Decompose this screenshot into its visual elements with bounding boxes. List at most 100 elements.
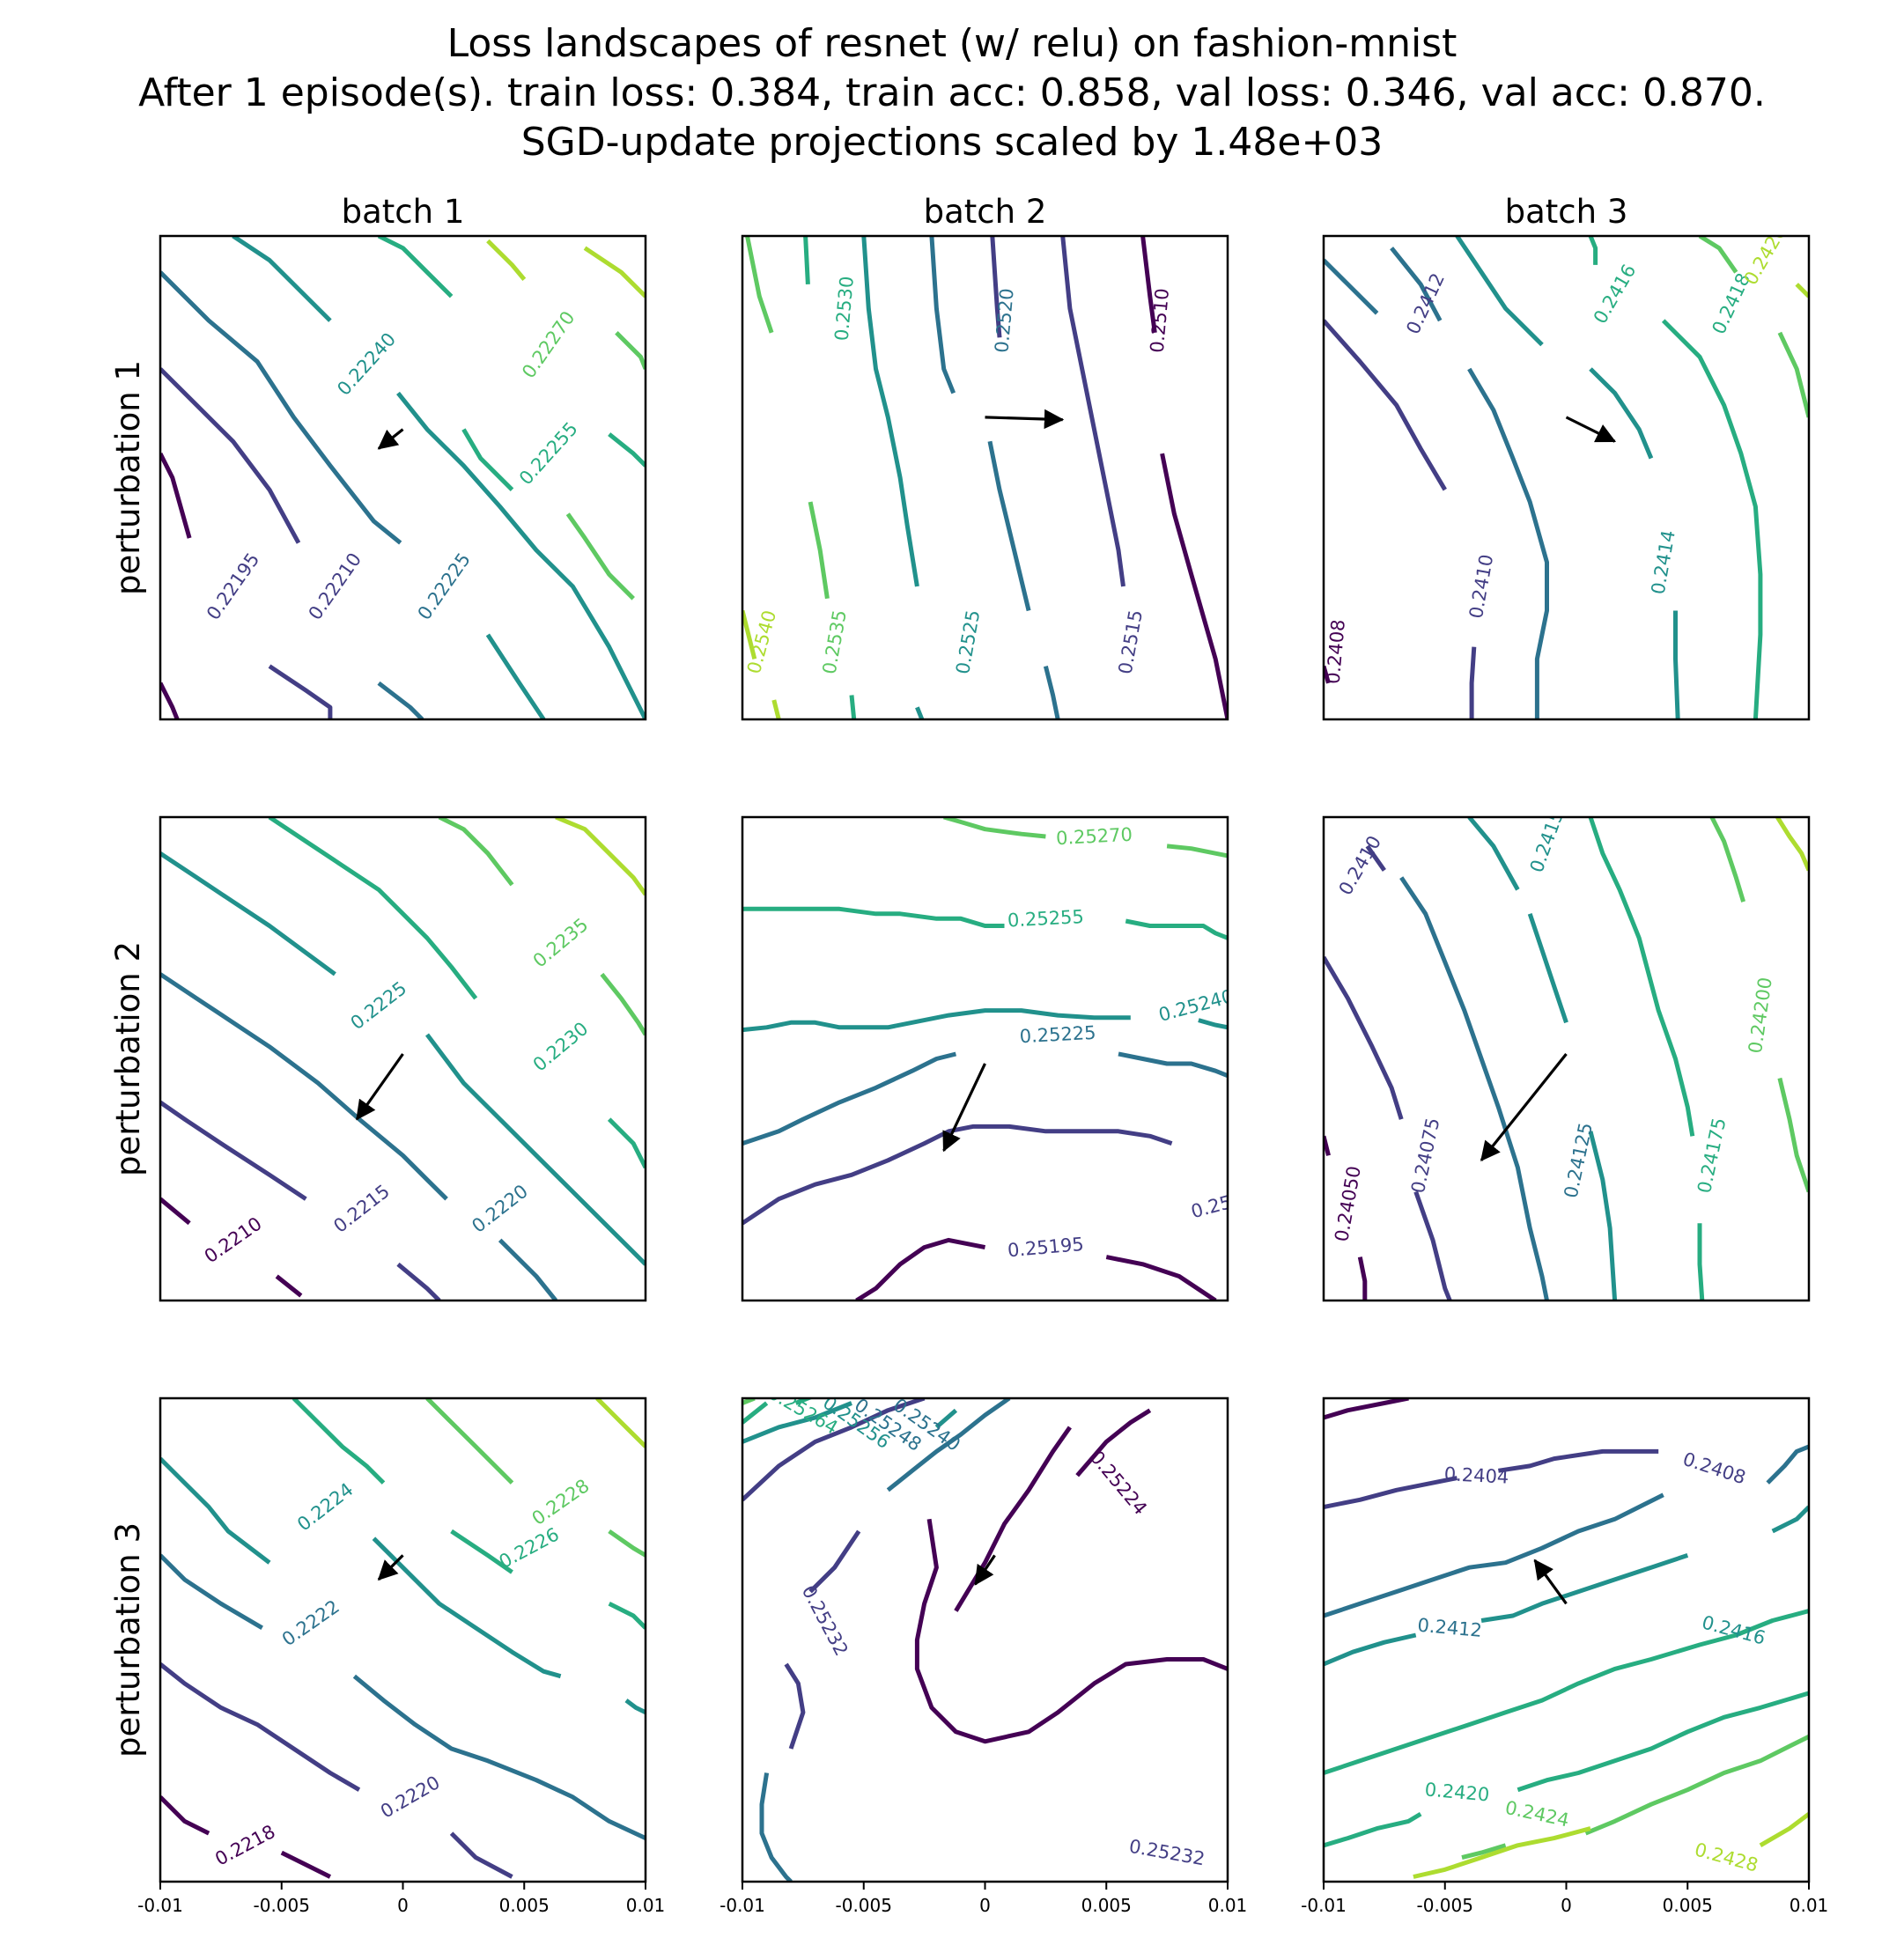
contour-label: 0.25232 — [1127, 1836, 1207, 1870]
panel-plot-area: 0.25195 0.2521 0.25225 0.25240 0.25255 0.2527… — [742, 817, 1228, 1301]
panel-grid: batch 1 batch 2 batch 3 perturbation 1 pertu… — [109, 193, 1828, 1916]
contour-line — [771, 699, 781, 719]
contour-label: 0.2535 — [818, 608, 850, 676]
sgd-update-arrow — [377, 1554, 404, 1581]
x-tick-label: 0.01 — [1790, 1895, 1829, 1916]
contour-label: 0.22255 — [515, 418, 582, 490]
contour-line — [803, 236, 810, 285]
sgd-update-arrow — [942, 1063, 986, 1153]
contour-line — [425, 1033, 646, 1266]
contour-line — [1777, 331, 1809, 418]
contour-line — [160, 270, 402, 545]
contour-line — [855, 1237, 985, 1301]
contour-line — [1588, 236, 1598, 265]
contour-label: 0.2515 — [1115, 608, 1147, 676]
contour-label: 0.22225 — [414, 549, 475, 624]
contour-line — [160, 1100, 307, 1201]
contour-line — [268, 817, 478, 1000]
panel-r1-c2: 0.2540 0.25350.25300.25250.25200.25150.25… — [741, 234, 1229, 721]
contour-label: 0.2408 — [1680, 1448, 1748, 1489]
contour-line — [461, 428, 514, 491]
x-tick-label: 0.005 — [1081, 1895, 1132, 1916]
contour-line — [742, 1398, 926, 1502]
contour-line — [1324, 1632, 1417, 1667]
contour-label: 0.2222 — [278, 1595, 343, 1650]
contour-line — [1661, 319, 1763, 719]
contour-line — [742, 1051, 957, 1146]
contour-line — [1775, 817, 1809, 872]
contour-line — [1075, 1408, 1152, 1477]
contour-line — [1413, 1190, 1452, 1301]
panel-frame — [1322, 815, 1811, 1302]
contour-line — [1413, 1826, 1591, 1879]
contour-line — [1399, 876, 1549, 1301]
contour-line — [861, 236, 919, 587]
contour-line — [759, 1772, 793, 1882]
sgd-update-arrow — [974, 1554, 996, 1586]
contour-label: 0.2428 — [1693, 1839, 1760, 1875]
contour-line — [1766, 1444, 1809, 1485]
contour-label: 0.25225 — [1019, 1022, 1096, 1048]
contour-label: 0.22270 — [518, 307, 579, 382]
contour-line — [1198, 1018, 1228, 1030]
contour-line — [624, 1699, 646, 1715]
contour-label: 0.2235 — [529, 914, 593, 972]
contour-label: 0.24125 — [1561, 1121, 1598, 1200]
contour-label: 0.24050 — [1331, 1164, 1365, 1243]
contour-line — [438, 817, 514, 887]
contour-label: 0.2228 — [528, 1475, 594, 1529]
contour-line — [583, 246, 646, 298]
contour-line — [160, 972, 448, 1201]
column-title-3: batch 3 — [1505, 193, 1628, 231]
title-line-3: SGD-update projections scaled by 1.48e+0… — [521, 120, 1384, 165]
contour-line — [808, 1529, 861, 1594]
contour-line — [160, 1553, 263, 1630]
contour-label: 0.2224 — [293, 1478, 358, 1535]
contour-line — [555, 817, 646, 896]
contour-line — [1584, 1735, 1809, 1836]
contour-line — [565, 512, 635, 601]
contour-line — [1588, 817, 1695, 1137]
contour-line — [232, 236, 332, 322]
contour-line — [745, 236, 774, 334]
contour-line — [1673, 610, 1680, 719]
contour-line — [607, 1117, 646, 1169]
contour-label: 0.2412 — [1417, 1615, 1483, 1641]
contour-label: 0.24075 — [1407, 1116, 1444, 1195]
contour-line — [160, 851, 336, 976]
contour-line — [1589, 367, 1654, 460]
panel-plot-area: 0.22195 0.22210 0.22225 0.22240 0.22255 0.222… — [160, 236, 646, 719]
contour-line — [929, 236, 956, 394]
contour-label: 0.2410 — [1465, 553, 1497, 621]
contour-line — [742, 609, 757, 660]
contour-label: 0.25195 — [1007, 1234, 1085, 1261]
panel-plot-area: 0.240500.240750.24100.241250.24150.24175… — [1324, 817, 1809, 1301]
contour-line — [1390, 247, 1443, 322]
sgd-update-arrow — [1565, 416, 1617, 443]
x-tick-label: -0.005 — [1417, 1895, 1473, 1916]
contour-line — [742, 1008, 1131, 1033]
contour-line — [1588, 1131, 1618, 1301]
contour-label: 0.2220 — [377, 1772, 444, 1823]
contour-line — [160, 1456, 271, 1565]
contour-line — [1461, 1843, 1507, 1861]
panel-frame — [741, 1396, 1229, 1883]
contour-line — [372, 1536, 562, 1679]
column-title-1: batch 1 — [342, 193, 465, 231]
contour-label: 0.25224 — [1086, 1447, 1151, 1519]
contour-line — [600, 972, 646, 1036]
contour-line — [1777, 1077, 1809, 1193]
contour-line — [1125, 918, 1228, 940]
x-tick-label: 0 — [1561, 1895, 1572, 1916]
contour-line — [1166, 844, 1228, 858]
x-tick-label: -0.01 — [1301, 1895, 1347, 1916]
contour-line — [1365, 844, 1386, 872]
contour-label: 0.25232 — [798, 1582, 852, 1660]
contour-label: 0.2525 — [952, 608, 984, 676]
contour-label: 0.22195 — [203, 549, 263, 624]
contour-line — [450, 1529, 513, 1574]
contour-line — [1324, 1398, 1409, 1420]
contour-line — [608, 1602, 646, 1630]
contour-line — [742, 906, 1005, 928]
